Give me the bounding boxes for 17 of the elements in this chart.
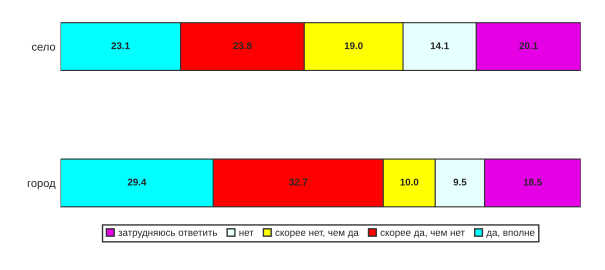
legend-label: затрудняюсь ответить (118, 230, 218, 238)
legend-label: скорее нет, чем да (275, 230, 359, 238)
data-label: 9.5 (454, 178, 466, 186)
data-label: 20.1 (519, 42, 538, 50)
legend-label: да, вполне (486, 230, 534, 238)
data-label: 18.5 (524, 178, 542, 186)
y-tick-label: город (28, 180, 56, 190)
data-label: 23.8 (233, 42, 252, 50)
data-label: 32.7 (289, 178, 308, 186)
data-label: 23.1 (111, 42, 130, 50)
data-label: 19.0 (344, 42, 363, 50)
data-label: 10.0 (400, 178, 418, 186)
legend-label: нет (239, 230, 254, 236)
y-tick-label: село (32, 44, 56, 51)
legend-label: скорее да, чем нет (380, 230, 465, 238)
data-label: 14.1 (430, 42, 449, 50)
data-label: 29.4 (128, 178, 146, 186)
